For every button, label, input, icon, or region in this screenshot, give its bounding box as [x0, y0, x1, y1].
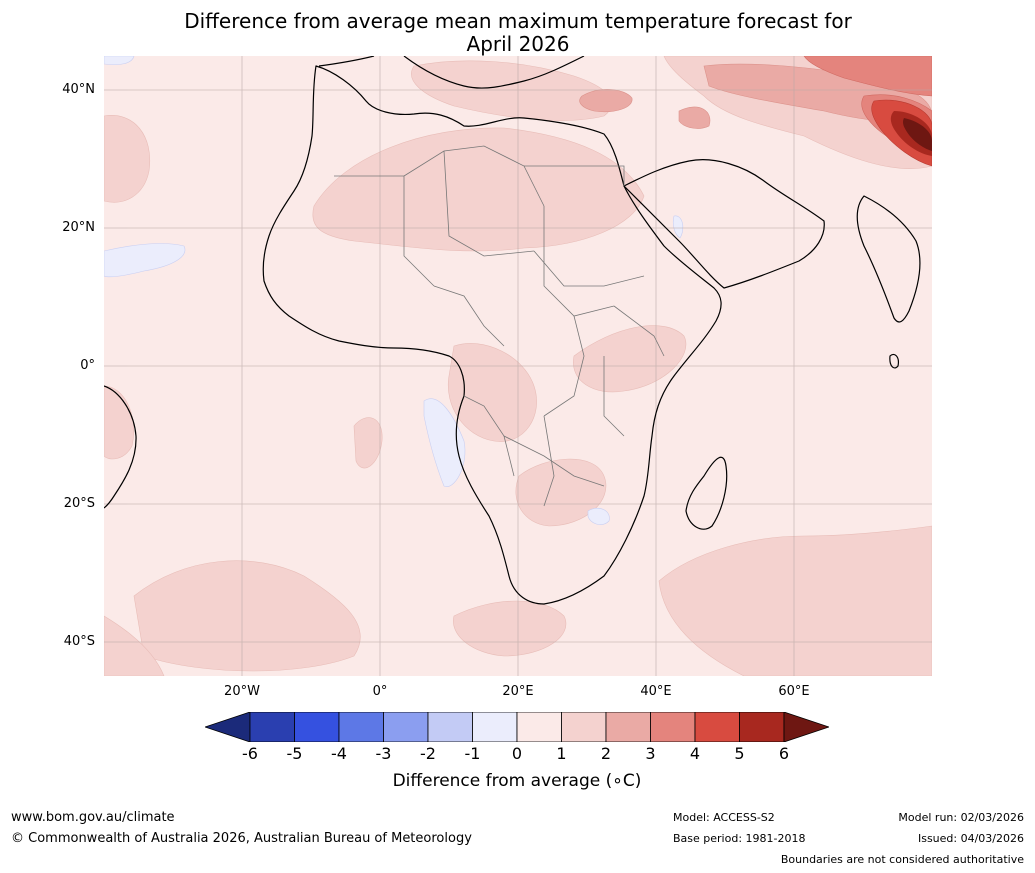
lon-label-0: 0° — [372, 684, 388, 699]
colorbar-label: Difference from average (∘C) — [392, 771, 642, 791]
colorbar-tick-label: -2 — [420, 744, 436, 763]
colorbar-tick-label: -1 — [464, 744, 481, 763]
colorbar-segment — [516, 712, 562, 742]
country-boundaries — [334, 145, 665, 507]
colorbar-segment — [605, 712, 651, 742]
lon-label-20w: 20°W — [224, 684, 260, 699]
colorbar-tick-label: 1 — [556, 744, 567, 763]
colorbar-tick-label: 6 — [778, 744, 790, 763]
lon-label-20e: 20°E — [502, 684, 534, 699]
colorbar-tick-label: 2 — [600, 744, 612, 763]
title-line-2: April 2026 — [466, 32, 570, 56]
graticule — [104, 56, 932, 676]
coastlines — [104, 56, 921, 605]
footer-disclaimer: Boundaries are not considered authoritat… — [780, 853, 1024, 866]
anomaly-above-6-area — [903, 118, 932, 151]
colorbar-segment — [294, 712, 340, 742]
lat-label-40s: 40°S — [63, 634, 95, 649]
lon-label-60e: 60°E — [778, 684, 810, 699]
colorbar-segment — [383, 712, 429, 742]
colorbar-segment — [650, 712, 696, 742]
colorbar-segment — [427, 712, 473, 742]
colorbar-segment — [338, 712, 384, 742]
footer-model: Model: ACCESS-S2 — [673, 811, 775, 824]
lat-label-0: 0° — [80, 358, 95, 373]
colorbar-segment — [561, 712, 607, 742]
footer-url[interactable]: www.bom.gov.au/climate — [11, 810, 175, 825]
colorbar-segment — [472, 712, 518, 742]
colorbar-extend-high — [783, 712, 829, 742]
lon-label-40e: 40°E — [640, 684, 672, 699]
lat-label-20s: 20°S — [63, 496, 95, 511]
footer-base-period: Base period: 1981-2018 — [673, 832, 806, 845]
lat-label-40n: 40°N — [62, 82, 95, 97]
colorbar-tick-label: 3 — [645, 744, 656, 763]
colorbar-tick-label: 0 — [511, 744, 523, 763]
colorbar-segment — [249, 712, 295, 742]
colorbar-tick-label: -3 — [375, 744, 392, 763]
anomaly-minus1-0-areas — [104, 56, 684, 525]
colorbar-tick-label: -5 — [286, 744, 303, 763]
chart-title: Difference from average mean maximum tem… — [104, 10, 932, 56]
colorbar-tick-label: -4 — [331, 744, 347, 763]
footer-model-run: Model run: 02/03/2026 — [898, 811, 1024, 824]
colorbar — [205, 712, 829, 742]
footer-issued: Issued: 04/03/2026 — [917, 832, 1024, 845]
colorbar-extend-low — [205, 712, 251, 742]
colorbar-segment — [739, 712, 785, 742]
anomaly-1-2-areas — [104, 56, 932, 676]
colorbar-tick-label: 4 — [689, 744, 701, 763]
colorbar-tick-label: -6 — [242, 744, 258, 763]
title-line-1: Difference from average mean maximum tem… — [184, 9, 852, 33]
colorbar-segment — [694, 712, 740, 742]
forecast-map — [104, 56, 932, 676]
lat-label-20n: 20°N — [62, 220, 95, 235]
colorbar-tick-label: 5 — [734, 744, 745, 763]
footer-copyright: © Commonwealth of Australia 2026, Austra… — [11, 831, 472, 846]
